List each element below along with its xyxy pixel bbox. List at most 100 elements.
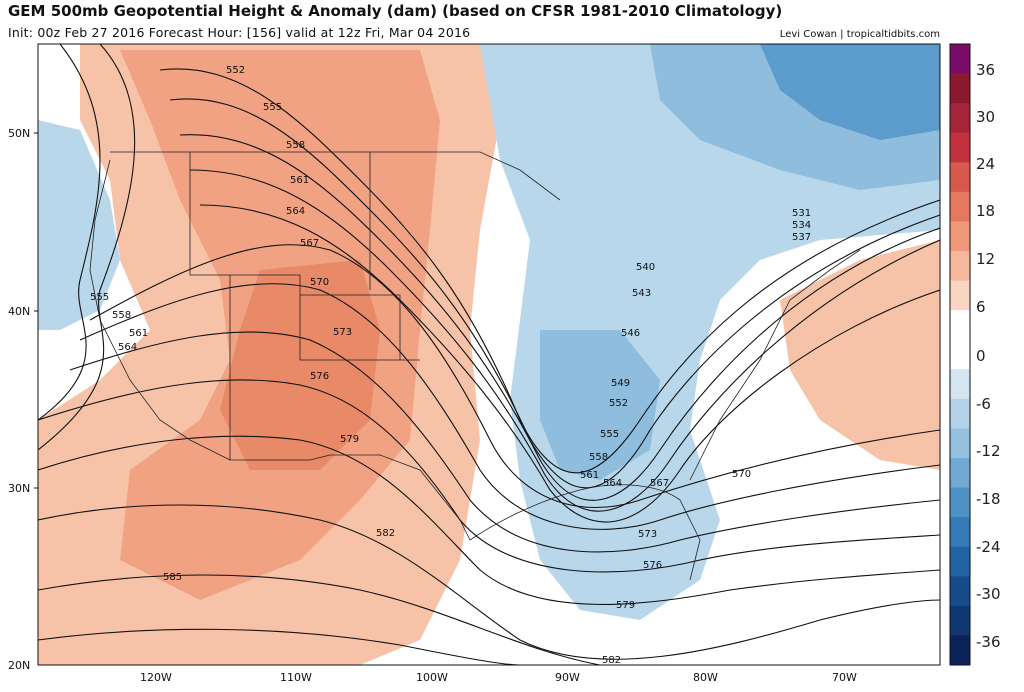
warm-anomaly-core [220,260,380,470]
political-borders [89,151,861,581]
contour-label: 552 [226,65,245,76]
colorbar-segment [950,310,970,341]
credit-text: Levi Cowan | tropicaltidbits.com [779,29,940,40]
contour-line [38,574,601,665]
colorbar-segment [950,369,970,400]
contour-label: 558 [112,310,131,321]
longitude-axis: 120W 110W 100W 90W 80W 70W [140,671,857,684]
contour-line [38,44,136,451]
colorbar-segment [950,191,970,222]
contour-label: 561 [129,328,148,339]
lon-label: 110W [280,671,312,684]
colorbar-segment [950,44,970,75]
lat-label: 40N [8,305,30,318]
lon-label: 90W [555,671,580,684]
colorbar-labels: 36 30 24 18 12 6 0 -6 -12 -18 -24 -30 -3… [976,61,1001,651]
map-area: 552 555 558 561 564 567 570 573 576 579 … [38,44,940,666]
lat-label: 30N [8,482,30,495]
colorbar-segment [950,103,970,134]
contour-label: 555 [90,292,109,303]
colorbar-label: 36 [976,61,995,79]
colorbar-segment [950,162,970,193]
colorbar-label: 24 [976,155,995,173]
contour-label: 564 [118,342,137,353]
contour-label: 534 [792,220,811,231]
contour-label: 576 [643,560,662,571]
contour-label: 564 [603,478,622,489]
contour-label: 549 [611,378,630,389]
colorbar-segment [950,73,970,104]
lon-label: 70W [832,671,857,684]
colorbar-segment [950,280,970,311]
canada-us-border [110,151,561,201]
colorbar-segment [950,487,970,518]
colorbar-segment [950,428,970,459]
colorbar-segment [950,576,970,607]
chart-subtitle: Init: 00z Feb 27 2016 Forecast Hour: [15… [8,25,471,40]
colorbar-label: -6 [976,395,991,413]
colorbar-label: 30 [976,108,995,126]
contour-line [38,504,940,660]
contour-label: 582 [602,655,621,666]
colorbar-segment [950,546,970,577]
contour-label: 579 [340,434,359,445]
contour-label: 546 [621,328,640,339]
contour-line [89,244,940,508]
colorbar-label: 12 [976,250,995,268]
east-coast [689,249,861,481]
colorbar-segment [950,398,970,429]
map-frame [37,43,941,666]
cool-anomaly-pacific [38,120,120,330]
contour-label: 531 [792,208,811,219]
latitude-axis: 50N 40N 30N 20N [8,127,38,672]
chart-title: GEM 500mb Geopotential Height & Anomaly … [8,2,783,20]
lon-label: 100W [416,671,448,684]
colorbar-segment [950,132,970,163]
colorbar-label: -30 [976,585,1001,603]
lon-label: 80W [693,671,718,684]
contour-labels: 552 555 558 561 564 567 570 573 576 579 … [90,65,811,666]
west-coast [89,159,191,441]
colorbar-segment [950,635,970,666]
contour-line [199,204,940,523]
contour-label: 564 [286,206,305,217]
contour-label: 579 [616,600,635,611]
colorbar-segment [950,517,970,548]
contour-label: 561 [290,175,309,186]
colorbar-label: -12 [976,442,1001,460]
contour-label: 555 [263,102,282,113]
contour-label: 567 [650,478,669,489]
contour-label: 585 [163,572,182,583]
contour-label: 558 [286,140,305,151]
lat-label: 20N [8,659,30,672]
cool-anomaly-south [540,330,660,480]
contour-label: 570 [310,277,329,288]
contour-label: 552 [609,398,628,409]
colorbar-label: -24 [976,538,1001,556]
colorbar-label: 0 [976,347,986,365]
contour-label: 540 [636,262,655,273]
colorbar-segment [950,251,970,282]
contour-label: 537 [792,232,811,243]
contour-label: 543 [632,288,651,299]
contour-label: 567 [300,238,319,249]
cool-anomaly-east-strong [760,44,940,140]
contour-line [179,134,940,501]
colorbar-label: -36 [976,633,1001,651]
contour-label: 573 [333,327,352,338]
gulf-coast [469,484,701,581]
colorbar-label: 6 [976,298,986,316]
colorbar-frame [949,43,971,666]
colorbar-segment [950,339,970,370]
lon-label: 120W [140,671,172,684]
contour-label: 561 [580,470,599,481]
contour-line [189,169,940,512]
colorbar-label: 18 [976,202,995,220]
colorbar-label: -18 [976,490,1001,508]
colorbar [949,43,971,666]
colorbar-segment [950,458,970,489]
contour-label: 576 [310,371,329,382]
contour-line [38,628,521,665]
contour-label: 573 [638,529,657,540]
